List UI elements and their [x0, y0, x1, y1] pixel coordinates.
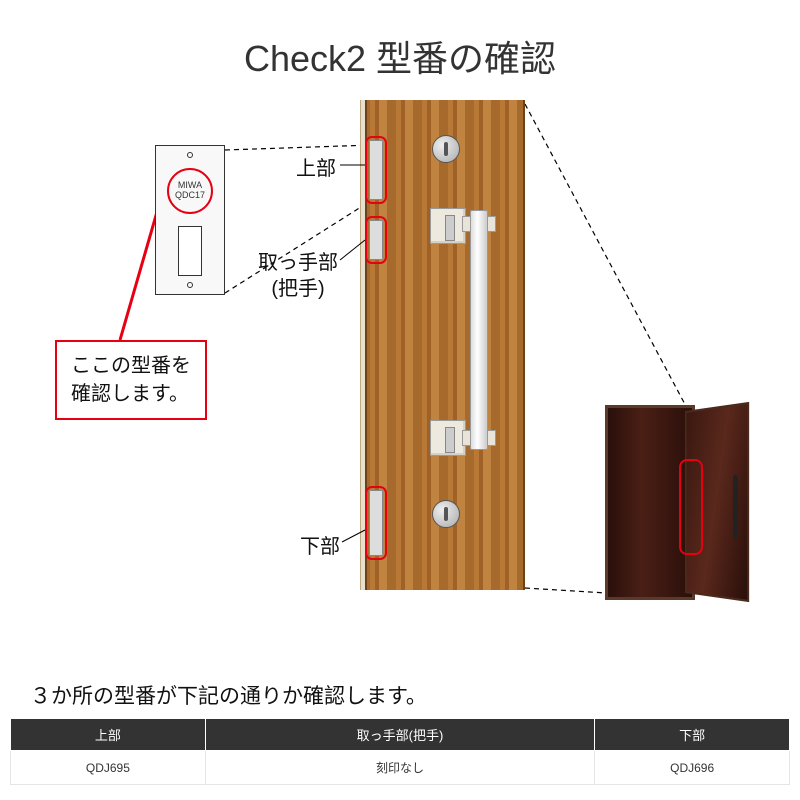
thumbturn-icon — [430, 208, 466, 244]
inset-highlight — [679, 459, 703, 555]
callout-box: ここの型番を 確認します。 — [55, 340, 207, 420]
model-number-circle: MIWA QDC17 — [167, 168, 213, 214]
page-title: Check2 型番の確認 — [0, 30, 800, 82]
screw-icon — [187, 152, 193, 158]
label-handle-line: (把手) — [271, 278, 324, 300]
screw-icon — [187, 282, 193, 288]
label-lower: 下部 — [300, 530, 340, 559]
table-header-row: 上部 取っ手部(把手) 下部 — [11, 719, 790, 751]
table-header: 取っ手部(把手) — [205, 719, 595, 751]
label-handle: 取っ手部 (把手) — [258, 250, 338, 302]
thumbturn-icon — [430, 420, 466, 456]
instruction-text: ３か所の型番が下記の通りか確認します。 — [30, 680, 427, 710]
diagram-area: MIWA QDC17 ここの型番を 確認します。 上部 取っ手部 (把手) 下部 — [0, 90, 800, 650]
table-header: 上部 — [11, 719, 206, 751]
highlight-handle — [365, 216, 387, 264]
inset-door — [605, 405, 770, 600]
table-cell: QDJ696 — [595, 751, 790, 785]
table-row: QDJ695 刻印なし QDJ696 — [11, 751, 790, 785]
lock-cylinder-icon — [432, 135, 460, 163]
inset-handle — [733, 475, 738, 539]
label-handle-line: 取っ手部 — [258, 252, 338, 274]
plate-text: QDC17 — [175, 191, 205, 201]
table-cell: 刻印なし — [205, 751, 595, 785]
callout-line: 確認します。 — [71, 383, 189, 405]
lock-cylinder-icon — [432, 500, 460, 528]
table-cell: QDJ695 — [11, 751, 206, 785]
strike-plate-enlarged: MIWA QDC17 — [155, 145, 225, 295]
latch-slot — [178, 226, 202, 276]
label-upper: 上部 — [296, 152, 336, 181]
callout-line: ここの型番を — [71, 355, 191, 377]
highlight-lower — [365, 486, 387, 560]
highlight-upper — [365, 136, 387, 204]
door-handle — [470, 210, 488, 450]
table-header: 下部 — [595, 719, 790, 751]
model-table: 上部 取っ手部(把手) 下部 QDJ695 刻印なし QDJ696 — [10, 718, 790, 785]
